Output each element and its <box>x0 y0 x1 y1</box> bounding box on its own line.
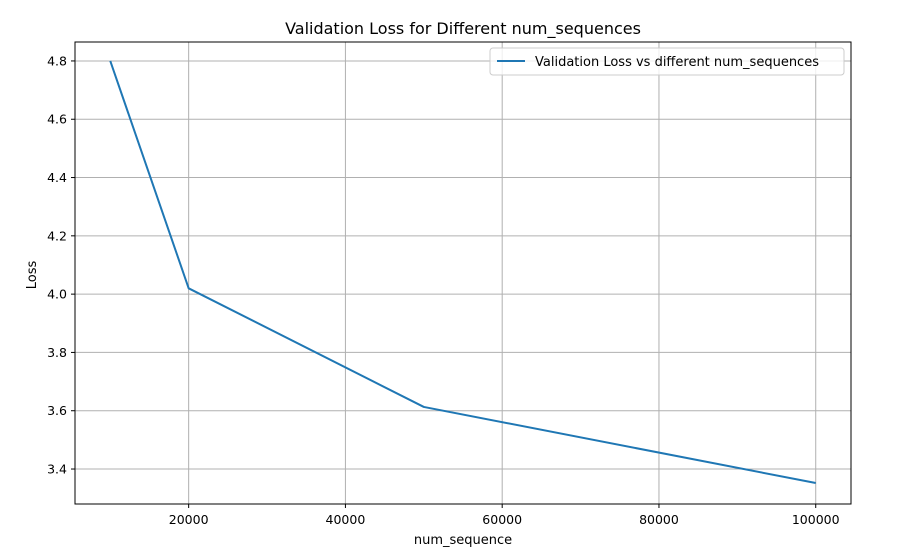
legend: Validation Loss vs different num_sequenc… <box>489 47 845 76</box>
y-axis-label: Loss <box>25 261 40 290</box>
y-tick-label: 4.6 <box>47 112 67 127</box>
legend-box <box>489 47 845 76</box>
y-tick-label: 3.6 <box>47 403 67 418</box>
y-tick-label: 3.8 <box>47 345 67 360</box>
y-tick-label: 4.8 <box>47 53 67 68</box>
x-tick-label: 100000 <box>792 512 840 527</box>
x-tick-label: 60000 <box>482 512 522 527</box>
chart-title: Validation Loss for Different num_sequen… <box>285 19 641 39</box>
grid <box>75 42 851 504</box>
y-tick-label: 4.4 <box>47 170 67 185</box>
y-tick-label: 4.0 <box>47 287 67 302</box>
y-tick-label: 4.2 <box>47 228 67 243</box>
x-tick-label: 80000 <box>639 512 679 527</box>
series-line <box>109 60 816 484</box>
ticks: 20000 40000 60000 80000 100000 3.4 3.6 3.8 4.0 4.… <box>47 53 840 527</box>
plot-area <box>74 41 852 505</box>
x-tick-label: 40000 <box>326 512 366 527</box>
legend-entry: Validation Loss vs different num_sequenc… <box>535 55 819 70</box>
x-axis-label: num_sequence <box>414 533 512 548</box>
series-layer <box>109 60 816 484</box>
x-tick-label: 20000 <box>169 512 209 527</box>
y-tick-label: 3.4 <box>47 462 67 477</box>
